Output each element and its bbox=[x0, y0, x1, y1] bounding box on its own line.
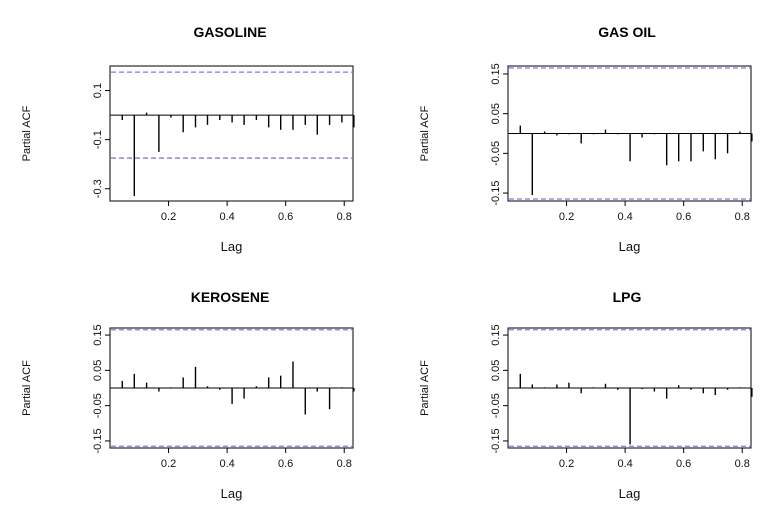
y-axis-label: Partial ACF bbox=[419, 105, 431, 161]
x-tick-label: 0.6 bbox=[676, 211, 691, 223]
y-tick-label: 0.15 bbox=[92, 324, 104, 345]
panel-lpg: LPG 0.2 0.4 0.6 0.8 0.15 0.05 -0.05 -0.15 Lag Part… bbox=[419, 289, 753, 501]
x-tick-label: 0.4 bbox=[219, 458, 234, 470]
x-tick-label: 0.6 bbox=[278, 458, 293, 470]
x-tick-label: 0.2 bbox=[559, 458, 574, 470]
x-axis-label: Lag bbox=[619, 239, 641, 254]
y-tick-label: 0.15 bbox=[490, 324, 502, 345]
y-tick-label: -0.15 bbox=[490, 181, 502, 206]
y-tick-label: 0.05 bbox=[490, 360, 502, 381]
y-tick-label: 0.05 bbox=[490, 103, 502, 124]
y-axis-label: Partial ACF bbox=[21, 360, 33, 416]
x-tick-label: 0.2 bbox=[161, 211, 176, 223]
x-tick-label: 0.4 bbox=[219, 211, 234, 223]
x-tick-label: 0.8 bbox=[735, 458, 750, 470]
x-axis-label: Lag bbox=[221, 239, 243, 254]
x-tick-label: 0.2 bbox=[559, 211, 574, 223]
x-axis-label: Lag bbox=[221, 486, 243, 501]
x-tick-label: 0.4 bbox=[617, 211, 632, 223]
panel-gasoline: GASOLINE 0.2 0.4 0.6 0.8 0.1 -0.1 -0.3 Lag Partia… bbox=[21, 24, 355, 254]
y-tick-label: 0.15 bbox=[490, 63, 502, 84]
panel-title: LPG bbox=[613, 289, 642, 305]
x-tick-label: 0.2 bbox=[161, 458, 176, 470]
y-tick-label: -0.05 bbox=[92, 393, 104, 418]
y-tick-label: -0.15 bbox=[490, 428, 502, 453]
x-axis-label: Lag bbox=[619, 486, 641, 501]
x-tick-label: 0.4 bbox=[617, 458, 632, 470]
y-tick-label: -0.1 bbox=[92, 130, 104, 149]
x-tick-label: 0.6 bbox=[278, 211, 293, 223]
x-tick-label: 0.8 bbox=[337, 458, 352, 470]
y-tick-label: -0.15 bbox=[92, 428, 104, 453]
y-tick-label: -0.05 bbox=[490, 393, 502, 418]
y-axis-label: Partial ACF bbox=[21, 105, 33, 161]
y-tick-label: -0.3 bbox=[92, 179, 104, 198]
y-tick-label: -0.05 bbox=[490, 141, 502, 166]
y-tick-label: 0.05 bbox=[92, 360, 104, 381]
x-tick-label: 0.6 bbox=[676, 458, 691, 470]
panel-title: KEROSENE bbox=[191, 289, 270, 305]
panel-title: GAS OIL bbox=[598, 24, 656, 40]
y-axis-label: Partial ACF bbox=[419, 360, 431, 416]
plot-frame bbox=[109, 65, 354, 202]
panel-gas-oil: GAS OIL 0.2 0.4 0.6 0.8 0.15 0.05 -0.05 -0.15 Lag… bbox=[419, 24, 753, 254]
x-tick-label: 0.8 bbox=[337, 211, 352, 223]
x-tick-label: 0.8 bbox=[735, 211, 750, 223]
panel-kerosene: KEROSENE 0.2 0.4 0.6 0.8 0.15 0.05 -0.05 -0.15 La… bbox=[21, 289, 355, 501]
panel-title: GASOLINE bbox=[193, 24, 266, 40]
y-tick-label: 0.1 bbox=[92, 83, 104, 98]
